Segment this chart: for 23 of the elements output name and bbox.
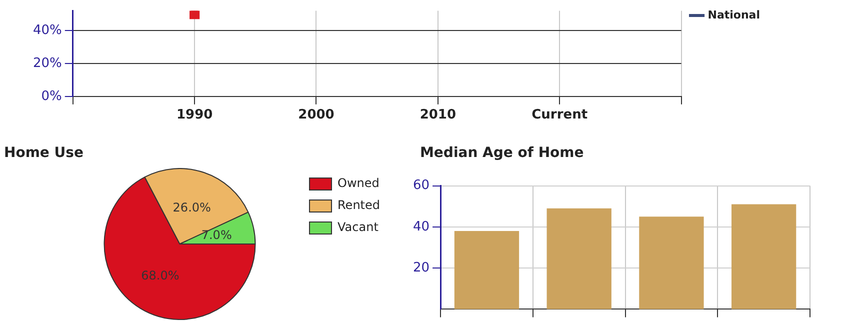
chart-title: Home Use	[4, 145, 84, 161]
legend-label: Vacant	[338, 220, 379, 234]
bar	[546, 208, 612, 310]
bar	[454, 231, 520, 310]
legend-label: Owned	[338, 176, 380, 190]
x-tick-label: 1990	[176, 108, 213, 123]
data-label: 26.0%	[172, 200, 211, 214]
legend-label: National	[708, 8, 760, 22]
y-tick-label: 40%	[32, 22, 62, 38]
y-tick-label: 60	[412, 178, 430, 194]
bar	[731, 204, 796, 310]
y-tick-label: 20%	[32, 56, 62, 71]
data-label: 7.0%	[201, 228, 232, 242]
y-tick-label: 20	[412, 260, 430, 276]
y-tick-label: 40	[412, 219, 430, 234]
x-tick-label: Current	[532, 108, 588, 123]
data-label: 68.0%	[141, 268, 180, 282]
chart-title: Median Age of Home	[420, 145, 584, 161]
y-tick-label: 0%	[41, 88, 62, 104]
x-tick-label: 2000	[298, 108, 334, 123]
x-tick-label: 2010	[420, 108, 456, 123]
legend-label: Rented	[338, 198, 380, 212]
bar	[639, 216, 704, 310]
